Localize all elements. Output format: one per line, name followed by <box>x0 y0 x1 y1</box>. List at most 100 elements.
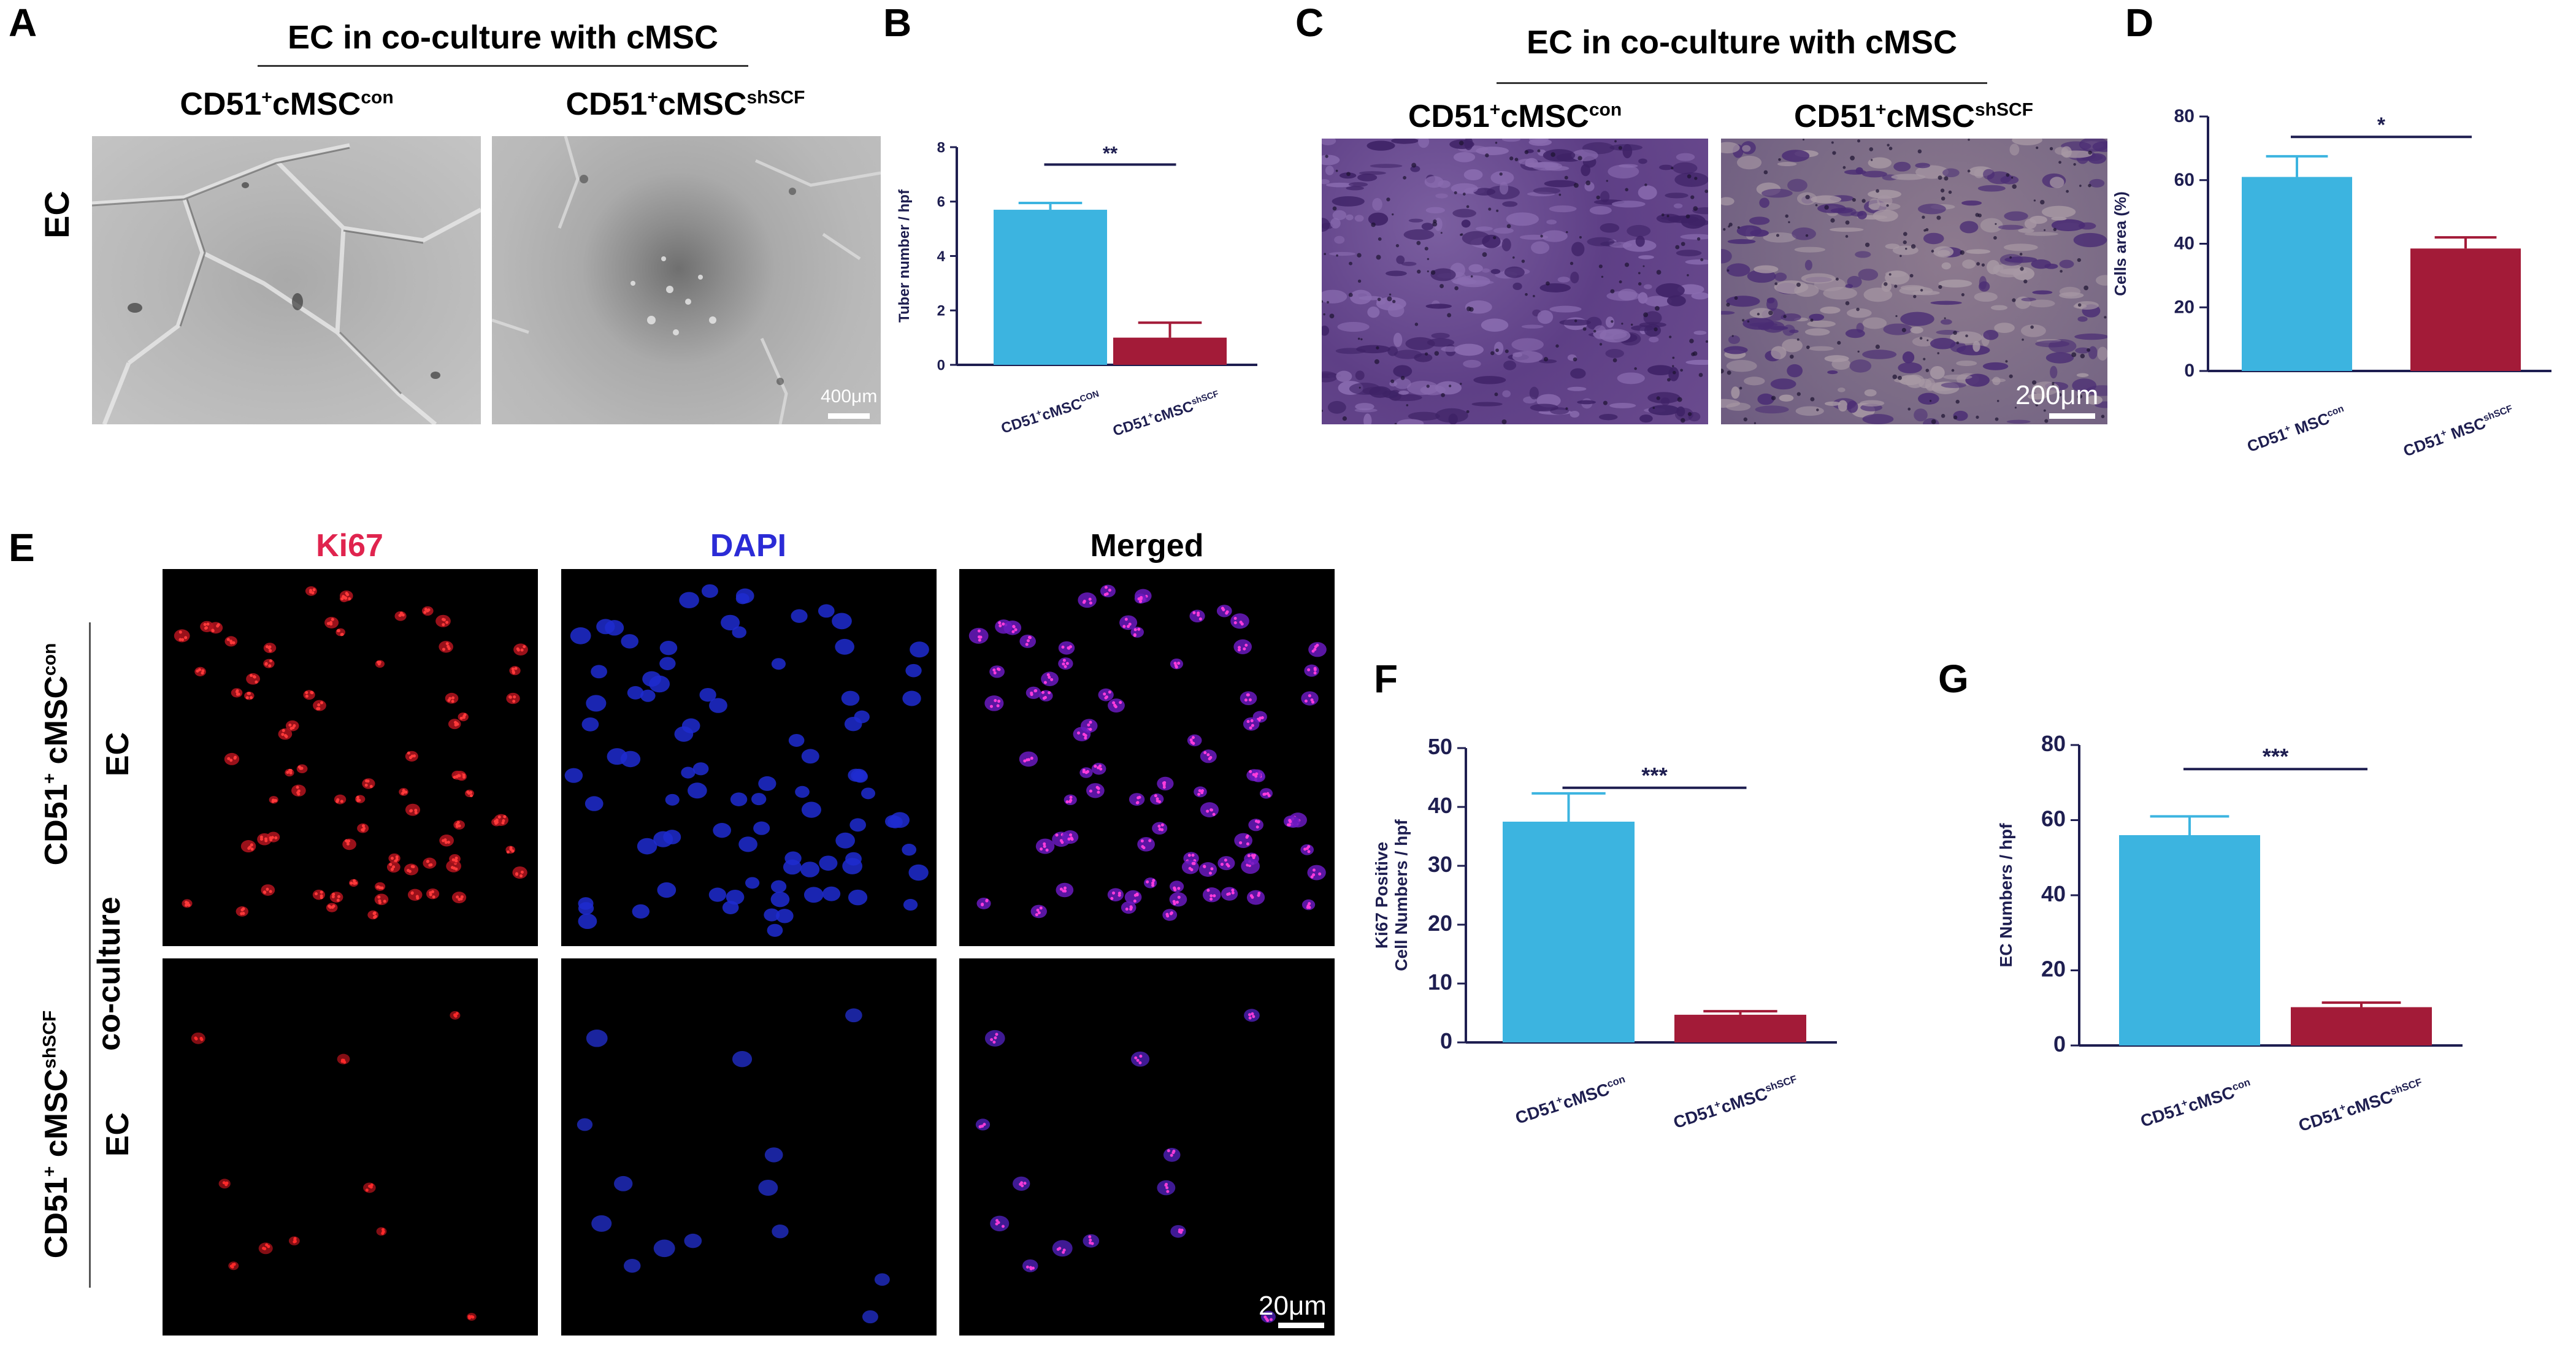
chart-F-tick-label-5: 50 <box>1428 734 1452 759</box>
panel-label-e: E <box>9 525 35 570</box>
panel-e-row1-ec: EC <box>100 732 136 777</box>
chart-G-tick-label-0: 0 <box>2053 1031 2066 1057</box>
fluor-dapi-con <box>561 569 937 946</box>
fluor-dapi-shscf <box>561 958 937 1336</box>
chart-F-tick-label-2: 20 <box>1428 911 1452 936</box>
fluor-dapi-con-nuclei <box>564 584 929 937</box>
chart-D-bar-1 <box>2410 248 2521 371</box>
panel-c-title-rule <box>1497 82 1987 84</box>
micrograph-c-con-texture <box>1322 139 1708 424</box>
panel-a-title-rule <box>258 65 748 67</box>
chart-D-tick-label-1: 20 <box>2174 297 2195 317</box>
micrograph-c-shscf: 200μm <box>1721 139 2107 424</box>
chart-G-category-0: CD51+cMSCcon <box>2138 1076 2255 1131</box>
panel-e-row1-label: CD51+ cMSCcon <box>39 643 74 866</box>
fluor-ki67-con-nuclei <box>174 586 528 920</box>
panel-label-g: G <box>1938 657 1969 701</box>
panel-c-scale-bar <box>2049 413 2095 419</box>
fluor-ki67-shscf-nuclei <box>191 1011 477 1321</box>
chart-B-category-1: CD51+cMSCshSCF <box>1111 389 1222 440</box>
chart-B-significance-label: ** <box>1103 142 1118 164</box>
chart-G-tick-label-4: 80 <box>2041 731 2066 756</box>
panel-c-col2-label: CD51+cMSCshSCF <box>1794 99 2033 134</box>
micrograph-c-con <box>1322 139 1708 424</box>
panel-e-scale-bar <box>1278 1323 1324 1328</box>
panel-e-row2-label: CD51+ cMSCshSCF <box>39 1010 74 1259</box>
chart-g: 0 20 40 60 80 EC Numbers / hpf CD51+cMSCcon CD5… <box>1996 731 2463 1135</box>
panel-e-scale-text: 20μm <box>1259 1291 1327 1321</box>
panel-label-b: B <box>883 1 912 45</box>
chart-F-tick-label-0: 0 <box>1440 1028 1452 1053</box>
chart-D-category-0: CD51+ MSCcon <box>2245 403 2348 456</box>
chart-f: 0 10 20 30 40 50 Ki67 Positive Cell Numbers / h… <box>1374 734 1837 1132</box>
chart-B-bar-0 <box>994 210 1107 365</box>
chart-G-tick-label-3: 60 <box>2041 806 2066 831</box>
chart-B-tick-label-1: 2 <box>937 303 945 319</box>
chart-F-category-0: CD51+cMSCcon <box>1512 1073 1629 1128</box>
chart-D-category-1: CD51+ MSCshSCF <box>2401 403 2517 460</box>
chart-d: 0 20 40 60 80 Cells area (%) CD51+ MSCcon CD51+… <box>2111 106 2551 460</box>
chart-D-tick-label-0: 0 <box>2184 361 2195 381</box>
chart-F-bar-0 <box>1503 822 1635 1042</box>
fluor-ki67-con <box>163 569 538 946</box>
panel-label-d: D <box>2125 1 2154 45</box>
chart-F-tick-label-1: 10 <box>1428 969 1452 995</box>
chart-D-tick-label-4: 80 <box>2174 106 2195 126</box>
fluor-merged-con <box>959 569 1335 946</box>
panel-c-col1-label: CD51+cMSCcon <box>1408 99 1622 134</box>
panel-a-row-label: EC <box>37 191 76 239</box>
panel-label-f: F <box>1374 657 1398 701</box>
chart-D-significance-label: * <box>2377 113 2386 137</box>
fluor-merged-shscf-nuclei <box>975 1009 1276 1323</box>
chart-B-tick-label-2: 4 <box>937 248 946 265</box>
panel-c-title: EC in co-culture with cMSC <box>1526 24 1958 61</box>
chart-F-bar-1 <box>1674 1014 1806 1042</box>
fluor-merged-con-nuclei <box>968 584 1327 921</box>
panel-e-col-dapi: DAPI <box>710 528 787 564</box>
fluor-ki67-shscf <box>163 958 538 1336</box>
micrograph-a-con-texture <box>92 143 481 424</box>
chart-G-y-label: EC Numbers / hpf <box>1996 823 2015 968</box>
panel-a-title: EC in co-culture with cMSC <box>287 19 719 56</box>
panel-e-col-merged: Merged <box>1090 528 1204 564</box>
fluor-merged-shscf: 20μm <box>959 958 1335 1336</box>
chart-F-tick-label-3: 30 <box>1428 852 1452 877</box>
chart-G-category-1: CD51+cMSCshSCF <box>2296 1076 2426 1135</box>
chart-D-y-label: Cells area (%) <box>2111 191 2129 296</box>
micrograph-a-shscf: 400μm <box>492 136 881 424</box>
chart-b: 0 2 4 6 8 Tuber number / hpf CD51+cMSCCONCD51+… <box>896 139 1257 440</box>
chart-F-y-label-2: Cell Numbers / hpf <box>1392 819 1411 971</box>
chart-B-y-label: Tuber number / hpf <box>896 189 913 323</box>
panel-c-scale-text: 200μm <box>2015 380 2099 410</box>
chart-B-tick-label-3: 6 <box>937 194 945 210</box>
chart-F-significance-label: *** <box>1641 763 1668 788</box>
chart-G-tick-label-2: 40 <box>2041 881 2066 906</box>
panel-label-a: A <box>9 1 37 45</box>
chart-D-tick-label-2: 40 <box>2174 234 2195 254</box>
chart-G-tick-label-1: 20 <box>2041 956 2066 981</box>
chart-B-bar-1 <box>1113 337 1227 365</box>
fluor-dapi-shscf-nuclei <box>577 1008 890 1324</box>
chart-G-bar-1 <box>2291 1007 2432 1045</box>
micrograph-a-shscf-texture <box>492 136 881 424</box>
panel-label-c: C <box>1295 1 1324 45</box>
chart-B-category-0: CD51+cMSCCON <box>999 389 1103 437</box>
panel-a-col1-label: CD51+cMSCcon <box>180 86 394 122</box>
chart-F-y-label: Ki67 Positive <box>1374 842 1391 949</box>
chart-G-significance-label: *** <box>2263 744 2289 769</box>
panel-e-row2-ec: EC <box>100 1112 136 1157</box>
chart-D-bar-0 <box>2242 177 2352 371</box>
panel-a-scale-text: 400μm <box>821 386 878 407</box>
micrograph-a-con <box>92 136 481 424</box>
micrograph-c-shscf-texture <box>1721 139 2107 424</box>
chart-F-tick-label-4: 40 <box>1428 793 1452 818</box>
panel-a-col2-label: CD51+cMSCshSCF <box>565 86 805 122</box>
chart-G-bar-0 <box>2119 835 2260 1045</box>
panel-e-col-ki67: Ki67 <box>316 528 383 564</box>
panel-e-row-rule <box>89 622 91 1288</box>
chart-F-category-1: CD51+cMSCshSCF <box>1671 1073 1801 1132</box>
chart-B-tick-label-0: 0 <box>937 357 945 373</box>
panel-e-coculture: co-culture <box>91 896 127 1051</box>
panel-a-scale-bar <box>828 413 870 419</box>
chart-D-tick-label-3: 60 <box>2174 170 2195 190</box>
